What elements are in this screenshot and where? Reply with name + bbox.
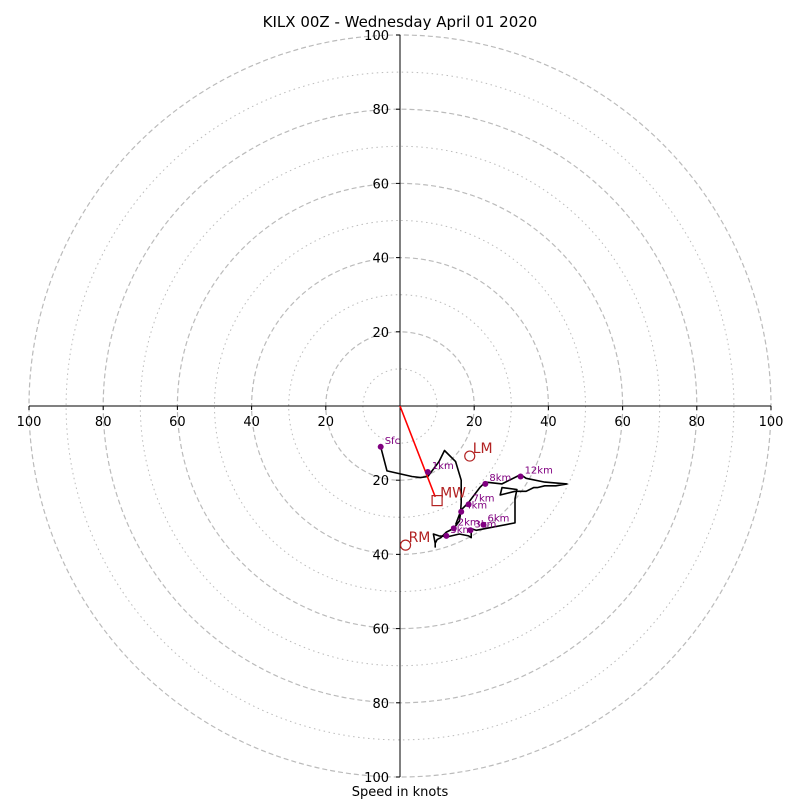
x-tick-label: 60 [614, 415, 631, 430]
height-marker-8km [482, 480, 489, 487]
height-marker-sfc [377, 443, 384, 450]
height-marker-6km [480, 521, 487, 528]
height-marker-2km [450, 525, 457, 532]
x-tick-label: 20 [466, 415, 483, 430]
y-tick-label: 80 [372, 697, 389, 712]
height-label-1km: 1km [432, 461, 454, 472]
height-label-8km: 8km [489, 473, 511, 484]
x-tick-label: 20 [318, 415, 335, 430]
tick-labels: 100 80 60 40 20 20 40 60 80 100 100 80 60 40 20 20 40 60 8… [17, 29, 784, 786]
storm-motion-mw-marker [431, 495, 443, 507]
height-marker-4km [458, 508, 465, 515]
x-tick-label: 100 [759, 415, 784, 430]
y-tick-label: 40 [372, 548, 389, 563]
x-axis-label: Speed in knots [352, 785, 449, 800]
storm-motion-lm-label: LM [473, 441, 493, 457]
y-tick-label: 80 [372, 103, 389, 118]
y-tick-label: 60 [372, 623, 389, 638]
y-tick-label: 100 [364, 771, 389, 786]
chart-title: KILX 00Z - Wednesday April 01 2020 [263, 13, 538, 31]
x-tick-label: 80 [689, 415, 706, 430]
height-label-2km: 2km [458, 517, 480, 528]
height-label-sfc: Sfc [385, 436, 400, 447]
storm-motion-mw-label: MW [440, 486, 466, 502]
x-tick-label: 40 [540, 415, 557, 430]
height-markers: Sfc1km2km3km4km5km6km7km8km12km [377, 436, 553, 539]
height-marker-7km [465, 501, 472, 508]
height-marker-3km [467, 527, 474, 534]
storm-motion-rm-label: RM [409, 530, 431, 546]
x-tick-label: 100 [17, 415, 42, 430]
y-tick-label: 60 [372, 177, 389, 192]
height-label-5km: 5km [450, 525, 472, 536]
x-tick-label: 60 [169, 415, 186, 430]
y-tick-label: 20 [372, 326, 389, 341]
shear-vector [399, 405, 436, 498]
y-tick-label: 20 [372, 474, 389, 489]
storm-motions: LM MW RM [399, 441, 493, 551]
height-label-4km: 4km [465, 501, 487, 512]
x-tick-label: 80 [95, 415, 112, 430]
y-tick-label: 100 [364, 29, 389, 44]
height-marker-5km [443, 532, 450, 539]
height-marker-1km [424, 469, 431, 476]
y-tick-label: 40 [372, 252, 389, 267]
x-tick-label: 40 [243, 415, 260, 430]
shear-vector-line [399, 405, 436, 498]
storm-motion-lm-marker [464, 450, 476, 462]
height-marker-12km [517, 473, 524, 480]
height-label-6km: 6km [487, 514, 509, 525]
storm-motion-rm-marker [399, 539, 412, 551]
height-label-7km: 7km [473, 493, 495, 504]
height-label-12km: 12km [525, 465, 553, 476]
